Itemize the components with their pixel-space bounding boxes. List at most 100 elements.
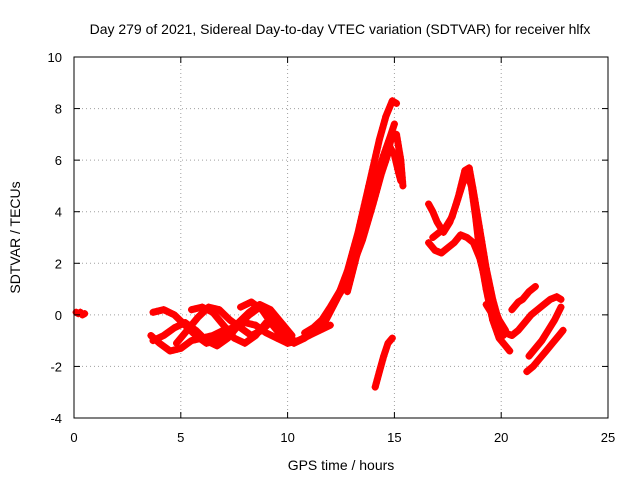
data-point	[153, 307, 161, 315]
data-point	[291, 338, 299, 346]
data-point	[449, 209, 457, 217]
data-point	[352, 254, 360, 262]
data-point	[374, 143, 382, 151]
data-point	[81, 310, 89, 318]
data-point	[350, 262, 358, 270]
data-point	[149, 308, 157, 316]
data-point	[357, 236, 365, 244]
data-point	[177, 344, 185, 352]
data-point	[237, 338, 245, 346]
data-point	[460, 232, 468, 240]
data-point	[209, 331, 217, 339]
data-point	[191, 305, 199, 313]
data-point	[472, 203, 480, 211]
data-point	[469, 239, 477, 247]
data-point	[485, 276, 493, 284]
data-point	[554, 310, 562, 318]
data-point	[173, 345, 181, 353]
data-point	[160, 306, 168, 314]
data-point	[163, 344, 171, 352]
data-point	[396, 152, 404, 160]
series-group	[72, 97, 567, 391]
series-arc-6	[237, 97, 400, 347]
data-point	[486, 284, 494, 292]
x-tick-label: 25	[601, 430, 615, 445]
data-point	[377, 132, 385, 140]
data-point	[434, 248, 442, 256]
data-point	[245, 308, 253, 316]
data-point	[375, 139, 383, 147]
data-point	[458, 178, 466, 186]
data-point	[379, 163, 387, 171]
data-point	[379, 124, 387, 132]
data-point	[388, 97, 396, 105]
data-point	[489, 295, 497, 303]
grid	[74, 57, 608, 418]
data-point	[251, 301, 259, 309]
data-point	[457, 181, 465, 189]
data-point	[467, 175, 475, 183]
chart-title: Day 279 of 2021, Sidereal Day-to-day VTE…	[90, 21, 591, 37]
x-axis-ticks: 0 5 10 15 20 25	[70, 57, 615, 445]
data-point	[457, 231, 465, 239]
data-point	[470, 191, 478, 199]
data-point	[372, 151, 380, 159]
data-point	[368, 166, 376, 174]
data-point	[478, 237, 486, 245]
data-point	[369, 195, 377, 203]
data-point	[241, 339, 249, 347]
data-point	[427, 204, 435, 212]
data-point	[367, 170, 375, 178]
data-point	[482, 264, 490, 272]
data-point	[174, 322, 182, 330]
x-tick-label: 20	[494, 430, 508, 445]
data-point	[370, 191, 378, 199]
y-tick-label: 10	[48, 50, 62, 65]
data-point	[551, 316, 559, 324]
data-point	[195, 334, 203, 342]
data-point	[378, 128, 386, 136]
data-point	[375, 368, 383, 376]
data-point	[234, 336, 242, 344]
data-point	[386, 141, 394, 149]
data-point	[505, 330, 513, 338]
data-point	[240, 301, 248, 309]
data-point	[365, 206, 373, 214]
data-point	[335, 289, 343, 297]
data-point	[531, 282, 539, 290]
data-point	[301, 329, 309, 337]
data-point	[425, 200, 433, 208]
data-point	[360, 224, 368, 232]
data-point	[184, 339, 192, 347]
data-point	[384, 149, 392, 157]
data-point	[230, 334, 238, 342]
data-point	[394, 141, 402, 149]
data-point	[429, 208, 437, 216]
data-point	[294, 337, 302, 345]
data-point	[249, 306, 257, 314]
y-tick-label: 6	[55, 153, 62, 168]
data-point	[244, 337, 252, 345]
data-point	[220, 331, 228, 339]
data-point	[474, 214, 482, 222]
plot-frame	[73, 56, 609, 419]
data-point	[375, 174, 383, 182]
data-point	[372, 379, 380, 387]
data-point	[269, 332, 277, 340]
data-point	[360, 221, 368, 229]
data-point	[467, 172, 475, 180]
y-tick-label: 2	[55, 256, 62, 271]
x-axis-label: GPS time / hours	[288, 457, 395, 473]
x-tick-label: 15	[387, 430, 401, 445]
data-point	[266, 331, 274, 339]
x-tick-label: 10	[280, 430, 294, 445]
data-point	[356, 239, 364, 247]
data-point	[389, 124, 397, 132]
data-point	[379, 356, 387, 364]
data-point	[394, 138, 402, 146]
data-point	[460, 170, 468, 178]
data-point	[244, 329, 252, 337]
data-point	[479, 245, 487, 253]
data-point	[480, 249, 488, 257]
data-point	[244, 300, 252, 308]
